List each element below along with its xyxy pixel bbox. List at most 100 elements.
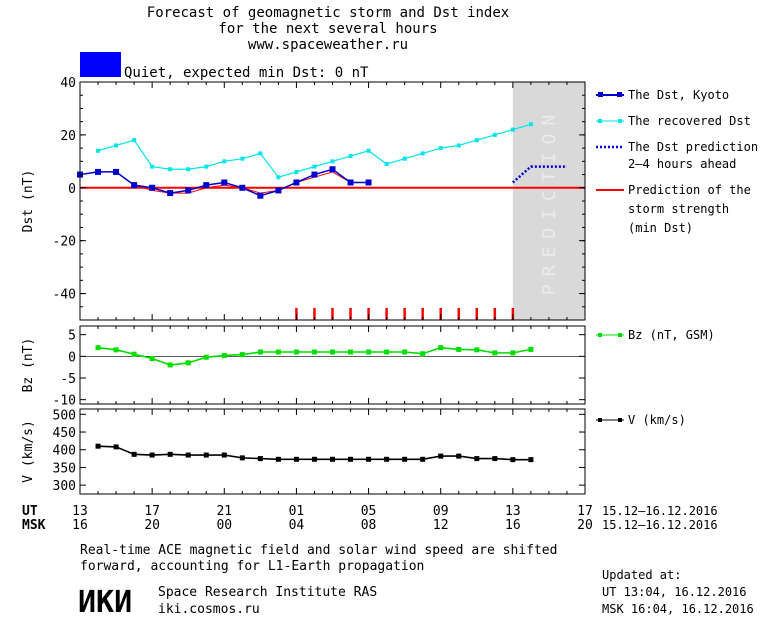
bz-series-point (167, 362, 173, 368)
website-link[interactable]: www.spaceweather.ru (248, 37, 408, 53)
recovered-dst-point (276, 175, 281, 180)
dst-kyoto-point (293, 179, 300, 186)
bz-y-tick-label: -10 (53, 394, 76, 409)
v-y-tick-label: 400 (53, 444, 76, 459)
ut-tick-label: 17 (144, 504, 160, 519)
recovered-dst-point (240, 156, 245, 161)
legend-v-marker (618, 418, 622, 422)
recovered-dst-point (438, 146, 443, 151)
status-text: Quiet, expected min Dst: 0 nT (124, 65, 369, 81)
recovered-dst-point (474, 138, 479, 143)
v-y-tick-label: 300 (53, 479, 76, 494)
ut-axis-label: UT (22, 504, 38, 519)
recovered-dst-point (366, 148, 371, 153)
dst-kyoto-point (167, 190, 174, 197)
v-series-point (510, 457, 516, 463)
ut-tick-label: 01 (289, 504, 305, 519)
bz-series-point (239, 352, 245, 358)
bz-y-axis-label: Bz (nT) (21, 338, 36, 393)
time-tick-labels: 13 17 21 01 05 09 13 17 16 20 00 04 08 12 16 20 (72, 504, 593, 533)
ut-tick-label: 09 (433, 504, 449, 519)
msk-tick-label: 16 (72, 518, 88, 533)
bz-series-point (203, 354, 209, 360)
bz-y-ticks: 5 0 -5 -10 (53, 326, 586, 409)
prediction-band (512, 82, 585, 320)
legend-dst-kyoto-label: The Dst, Kyoto (628, 88, 729, 102)
v-marks-layer (95, 443, 534, 463)
bz-series-point (185, 360, 191, 366)
legend-dst-kyoto: The Dst, Kyoto (596, 88, 729, 102)
msk-tick-label: 20 (144, 518, 160, 533)
v-series-point (402, 456, 408, 462)
prediction-label: PREDICTION (539, 107, 560, 295)
v-series-point (366, 456, 372, 462)
dst-y-ticks: 40 20 0 -20 -40 (53, 76, 586, 321)
v-series-point (456, 453, 462, 459)
dst-kyoto-point (221, 179, 228, 186)
recovered-dst-point (132, 138, 137, 143)
dst-y-tick-label: -40 (53, 288, 76, 303)
v-series-point (275, 456, 281, 462)
legend-dst-kyoto-marker (617, 92, 622, 97)
bz-series-point (456, 346, 462, 352)
iki-logo: ИКИ (78, 585, 132, 620)
dst-y-tick-label: 0 (68, 182, 76, 197)
v-series-point (239, 455, 245, 461)
bz-series-point (293, 349, 299, 355)
chart-title-line2: for the next several hours (218, 21, 437, 37)
msk-tick-label: 00 (216, 518, 232, 533)
dst-kyoto-point (257, 192, 264, 199)
dst-kyoto-point (113, 168, 120, 175)
legend-recovered-marker (598, 119, 602, 123)
legend-dst-kyoto-marker (598, 92, 603, 97)
v-panel: 500 450 400 350 300 V (km/s) (21, 408, 586, 495)
v-series-point (311, 456, 317, 462)
v-series-point (167, 451, 173, 457)
dst-kyoto-point (149, 184, 156, 191)
status-color-box (80, 52, 121, 77)
recovered-dst-point (456, 143, 461, 148)
v-series-point (438, 453, 444, 459)
bz-y-tick-label: -5 (60, 372, 76, 387)
bz-series-point (257, 349, 263, 355)
updated-label: Updated at: (602, 568, 681, 582)
institute-url[interactable]: iki.cosmos.ru (158, 602, 260, 617)
v-series-point (203, 452, 209, 458)
recovered-dst-point (528, 122, 533, 127)
bz-series-point (113, 347, 119, 353)
recovered-dst-line (97, 123, 532, 178)
dst-kyoto-point (311, 171, 318, 178)
recovered-dst-point (312, 164, 317, 169)
dst-marks-layer (77, 122, 585, 320)
ut-date-range: 15.12–16.12.2016 (602, 504, 718, 518)
dst-kyoto-point (185, 187, 192, 194)
bz-series-point (402, 349, 408, 355)
dst-kyoto-point (95, 168, 102, 175)
legend-v-marker (598, 418, 602, 422)
v-y-tick-label: 350 (53, 461, 76, 476)
v-series-point (420, 456, 426, 462)
recovered-dst-point (168, 167, 173, 172)
bz-series-point (438, 345, 444, 351)
bz-series-point (311, 349, 317, 355)
dst-y-axis-label: Dst (nT) (21, 170, 36, 233)
bz-series-point (510, 350, 516, 356)
dst-y-tick-label: -20 (53, 235, 76, 250)
legend-storm-label-line1: Prediction of the (628, 183, 751, 197)
msk-tick-label: 04 (289, 518, 305, 533)
v-series-point (113, 444, 119, 450)
dst-prediction-line (512, 165, 567, 184)
ut-tick-label: 21 (216, 504, 232, 519)
legend-bz-label: Bz (nT, GSM) (628, 328, 715, 342)
bz-series-point (492, 350, 498, 356)
dst-y-tick-label: 20 (60, 129, 76, 144)
v-series-point (474, 456, 480, 462)
bz-series-point (384, 349, 390, 355)
chart-title-line1: Forecast of geomagnetic storm and Dst in… (147, 5, 509, 21)
dst-plot-frame (79, 81, 586, 321)
dst-kyoto-point (203, 182, 210, 189)
legend-bz-marker (598, 333, 602, 337)
recovered-dst-point (492, 132, 497, 137)
legend-storm-label-line2: storm strength (628, 202, 729, 216)
